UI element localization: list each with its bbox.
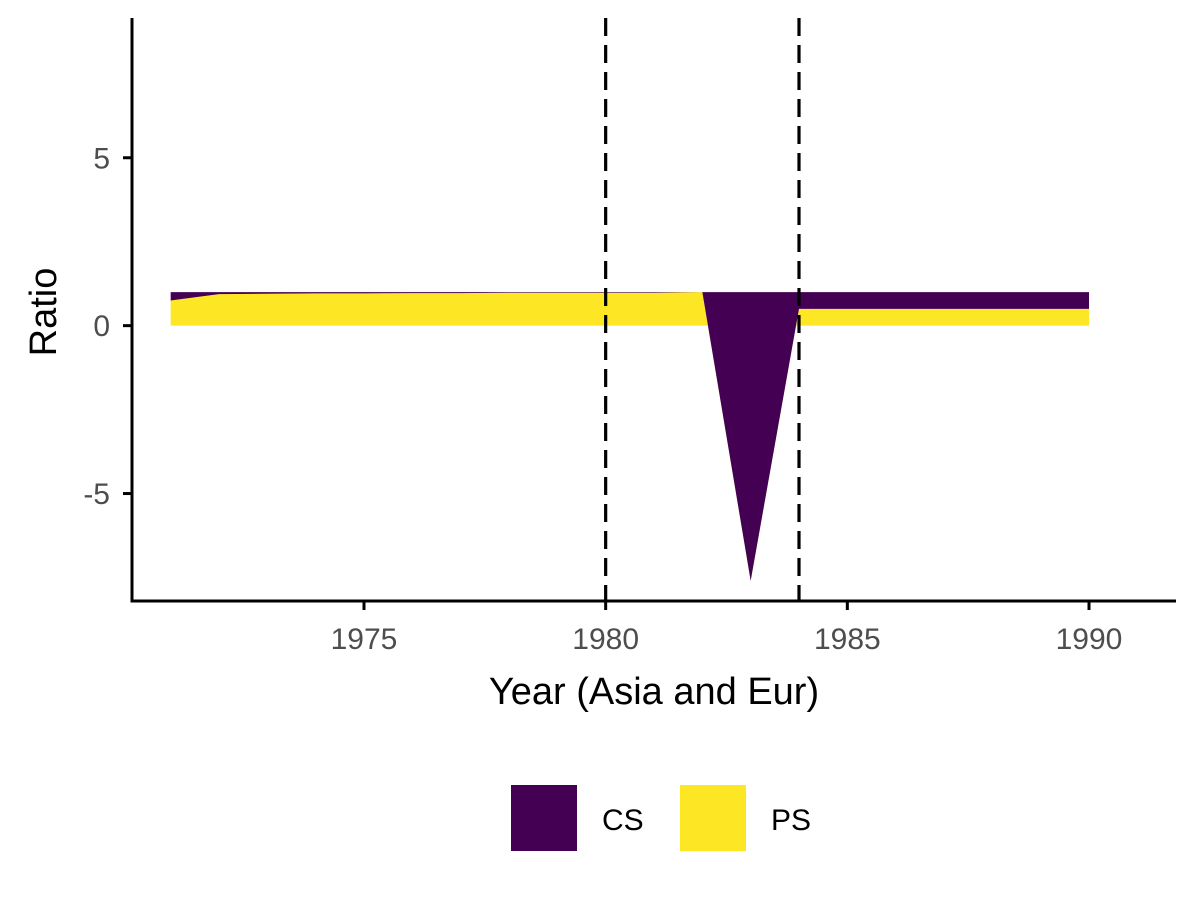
legend-key-cs (511, 785, 577, 851)
x-tick-label: 1990 (1056, 623, 1123, 656)
legend-label-cs: CS (602, 804, 644, 837)
x-tick-label: 1985 (814, 623, 881, 656)
area-layer (170, 292, 1090, 581)
y-tick-label: -5 (83, 478, 110, 511)
legend-key-ps (680, 785, 746, 851)
tick-labels: 1975 1980 1985 1990 5 0 -5 (83, 142, 1122, 656)
x-tick-label: 1975 (331, 623, 398, 656)
axes (123, 18, 1176, 610)
legend: CS PS (511, 785, 811, 851)
y-tick-label: 5 (93, 142, 110, 175)
area-cs (170, 292, 1090, 581)
reference-lines (604, 18, 801, 601)
y-axis-title: Ratio (23, 268, 65, 357)
x-axis-title: Year (Asia and Eur) (489, 671, 819, 713)
area-ps (170, 292, 1090, 581)
legend-label-ps: PS (771, 804, 811, 837)
x-tick-label: 1980 (572, 623, 639, 656)
y-tick-label: 0 (93, 310, 110, 343)
